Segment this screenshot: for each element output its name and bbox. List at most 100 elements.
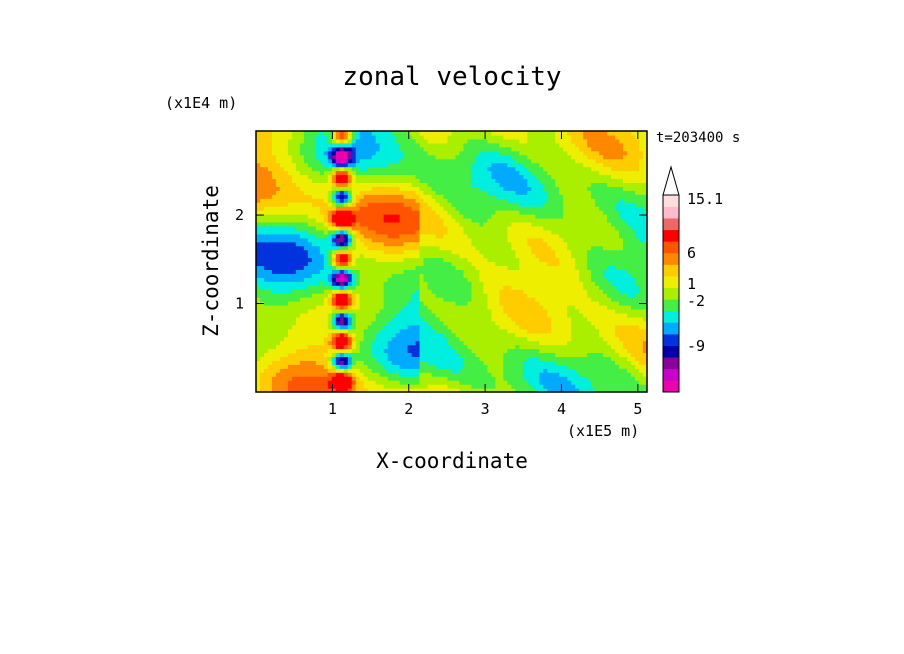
heatmap-cell (319, 241, 325, 247)
heatmap-cell (455, 372, 461, 377)
heatmap-cell (275, 158, 281, 164)
heatmap-cell (415, 332, 421, 338)
heatmap-cell (515, 372, 520, 377)
heatmap-cell (519, 241, 524, 247)
heatmap-cell (283, 380, 289, 385)
heatmap-cell (519, 312, 524, 318)
heatmap-cell (327, 388, 333, 392)
heatmap-cell (423, 138, 429, 144)
heatmap-cell (355, 289, 361, 294)
heatmap-cell (427, 285, 433, 290)
heatmap-cell (479, 194, 485, 199)
heatmap-cell (283, 269, 289, 274)
heatmap-cell (487, 265, 492, 270)
heatmap-cell (391, 194, 397, 199)
heatmap-cell (359, 360, 365, 365)
heatmap-cell (379, 198, 385, 203)
heatmap-cell (511, 340, 516, 346)
heatmap-cell (275, 146, 281, 152)
heatmap-cell (379, 340, 385, 346)
heatmap-cell (415, 174, 421, 180)
heatmap-cell (347, 289, 353, 294)
heatmap-cell (407, 356, 413, 361)
heatmap-cell (487, 186, 492, 191)
heatmap-cell (271, 336, 277, 342)
heatmap-cell (351, 273, 357, 278)
heatmap-cell (327, 245, 333, 251)
heatmap-cell (367, 348, 373, 354)
heatmap-cell (487, 273, 492, 278)
heatmap-cell (423, 312, 429, 318)
heatmap-cell (427, 218, 433, 223)
heatmap-cell (271, 158, 277, 164)
heatmap-cell (487, 368, 492, 373)
heatmap-cell (323, 166, 329, 172)
heatmap-cell (527, 368, 532, 373)
heatmap-cell (271, 332, 277, 338)
heatmap-cell (343, 218, 349, 223)
heatmap-cell (511, 146, 516, 152)
heatmap-cell (507, 202, 512, 207)
heatmap-cell (423, 364, 429, 369)
heatmap-cell (303, 146, 309, 152)
heatmap-cell (331, 301, 337, 306)
heatmap-cell (539, 312, 544, 318)
heatmap-cell (479, 261, 485, 267)
heatmap-cell (363, 253, 369, 259)
heatmap-cell (487, 237, 492, 243)
heatmap-cell (535, 166, 540, 172)
heatmap-cell (359, 150, 365, 156)
heatmap-cell (423, 166, 429, 172)
heatmap-cell (383, 269, 389, 274)
heatmap-cell (359, 249, 365, 255)
heatmap-cell (551, 372, 556, 377)
heatmap-cell (519, 289, 524, 294)
heatmap-cell (335, 221, 341, 227)
heatmap-cell (323, 356, 329, 361)
heatmap-cell (443, 380, 449, 385)
heatmap-cell (299, 237, 305, 243)
heatmap-cell (391, 134, 397, 140)
heatmap-cell (415, 190, 421, 195)
heatmap-cell (256, 352, 261, 357)
heatmap-cell (331, 257, 337, 263)
heatmap-cell (491, 257, 496, 263)
heatmap-cell (435, 380, 441, 385)
heatmap-cell (359, 170, 365, 176)
heatmap-cell (351, 269, 357, 274)
heatmap-cell (347, 186, 353, 191)
heatmap-cell (367, 253, 373, 259)
heatmap-cell (271, 241, 277, 247)
heatmap-cell (535, 146, 540, 152)
heatmap-cell (515, 146, 520, 152)
heatmap-cell (423, 356, 429, 361)
heatmap-cell (291, 142, 297, 148)
heatmap-cell (319, 190, 325, 195)
heatmap-cell (471, 372, 477, 377)
heatmap-cell (275, 388, 281, 392)
heatmap-cell (527, 356, 532, 361)
heatmap-cell (323, 324, 329, 330)
heatmap-cell (535, 384, 540, 389)
heatmap-cell (347, 162, 353, 168)
heatmap-cell (487, 301, 492, 306)
heatmap-cell (515, 221, 520, 227)
heatmap-cell (395, 134, 401, 140)
heatmap-cell (395, 214, 401, 219)
heatmap-cell (455, 241, 461, 247)
heatmap-cell (531, 162, 536, 168)
heatmap-cell (315, 186, 321, 191)
heatmap-cell (475, 269, 481, 274)
heatmap-cell (279, 206, 285, 211)
heatmap-cell (547, 312, 552, 318)
heatmap-cell (359, 146, 365, 152)
heatmap-cell (367, 225, 373, 231)
heatmap-cell (275, 202, 281, 207)
heatmap-cell (507, 237, 512, 243)
heatmap-cell (507, 301, 512, 306)
heatmap-cell (387, 229, 393, 235)
heatmap-cell (279, 150, 285, 156)
heatmap-cell (435, 297, 441, 302)
heatmap-cell (411, 158, 417, 164)
heatmap-cell (491, 352, 496, 357)
